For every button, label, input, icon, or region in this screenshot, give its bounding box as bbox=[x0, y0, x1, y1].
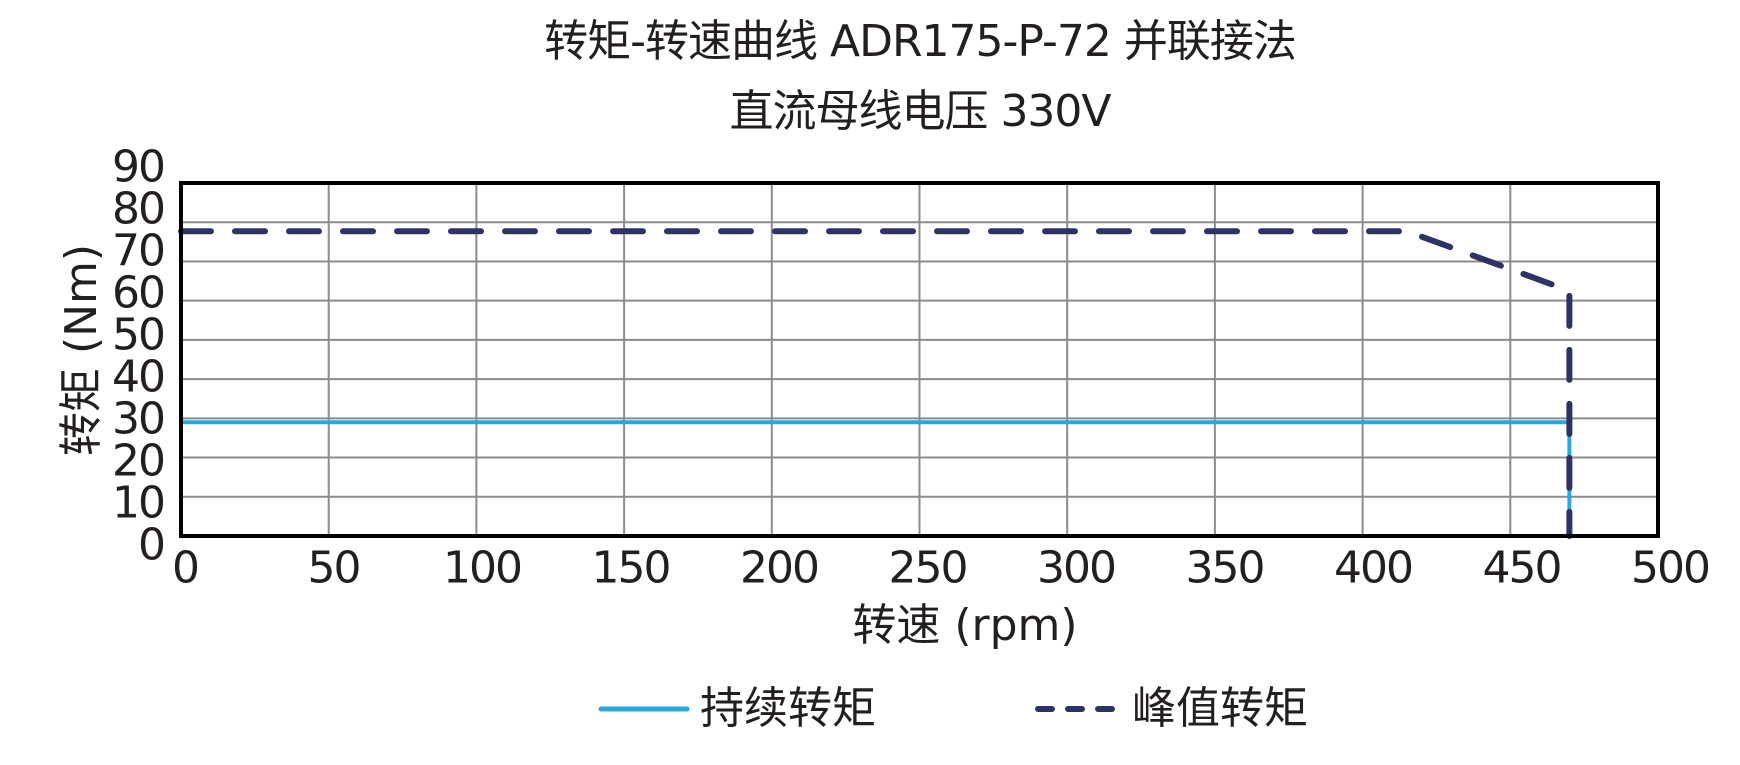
y-tick-label: 0 bbox=[138, 520, 164, 571]
x-tick-label: 50 bbox=[308, 543, 360, 594]
x-tick-label: 500 bbox=[1631, 543, 1709, 594]
grid-lines bbox=[180, 182, 1659, 537]
chart-title-line2: 直流母线电压 330V bbox=[729, 86, 1111, 137]
plot-frame bbox=[179, 181, 1660, 538]
x-axis-label: 转速 (rpm) bbox=[852, 600, 1077, 651]
y-tick-label: 20 bbox=[112, 436, 164, 487]
legend-label-peak: 峰值转矩 bbox=[1132, 683, 1308, 734]
x-tick-label: 450 bbox=[1483, 543, 1561, 594]
y-tick-label: 60 bbox=[112, 268, 164, 319]
y-tick-label: 90 bbox=[112, 142, 164, 193]
y-tick-label: 80 bbox=[112, 184, 164, 235]
chart-title-line1: 转矩-转速曲线 ADR175-P-72 并联接法 bbox=[544, 16, 1297, 67]
legend-item-peak: 峰值转矩 bbox=[1034, 680, 1308, 738]
x-tick-label: 0 bbox=[172, 543, 198, 594]
y-tick-label: 50 bbox=[112, 310, 164, 361]
peak-torque-line bbox=[178, 228, 1573, 539]
x-tick-label: 350 bbox=[1186, 543, 1264, 594]
x-tick-label: 300 bbox=[1037, 543, 1115, 594]
x-tick-labels: 0 50 100 150 200 250 300 350 400 450 500 bbox=[172, 543, 1711, 594]
y-tick-label: 70 bbox=[112, 226, 164, 277]
y-tick-label: 40 bbox=[112, 352, 164, 403]
x-tick-label: 100 bbox=[443, 543, 521, 594]
x-tick-label: 150 bbox=[592, 543, 670, 594]
x-tick-label: 400 bbox=[1334, 543, 1412, 594]
legend-label-continuous: 持续转矩 bbox=[700, 683, 876, 734]
data-series bbox=[178, 228, 1573, 539]
x-tick-label: 250 bbox=[889, 543, 967, 594]
dashed-line-icon bbox=[1035, 706, 1122, 712]
continuous-torque-line bbox=[181, 420, 1572, 536]
legend-item-continuous: 持续转矩 bbox=[598, 680, 876, 738]
y-tick-label: 10 bbox=[112, 478, 164, 529]
solid-line-icon bbox=[598, 706, 690, 712]
x-tick-label: 200 bbox=[740, 543, 818, 594]
y-axis-label: 转矩 (Nm) bbox=[56, 244, 107, 456]
y-tick-label: 30 bbox=[112, 394, 164, 445]
